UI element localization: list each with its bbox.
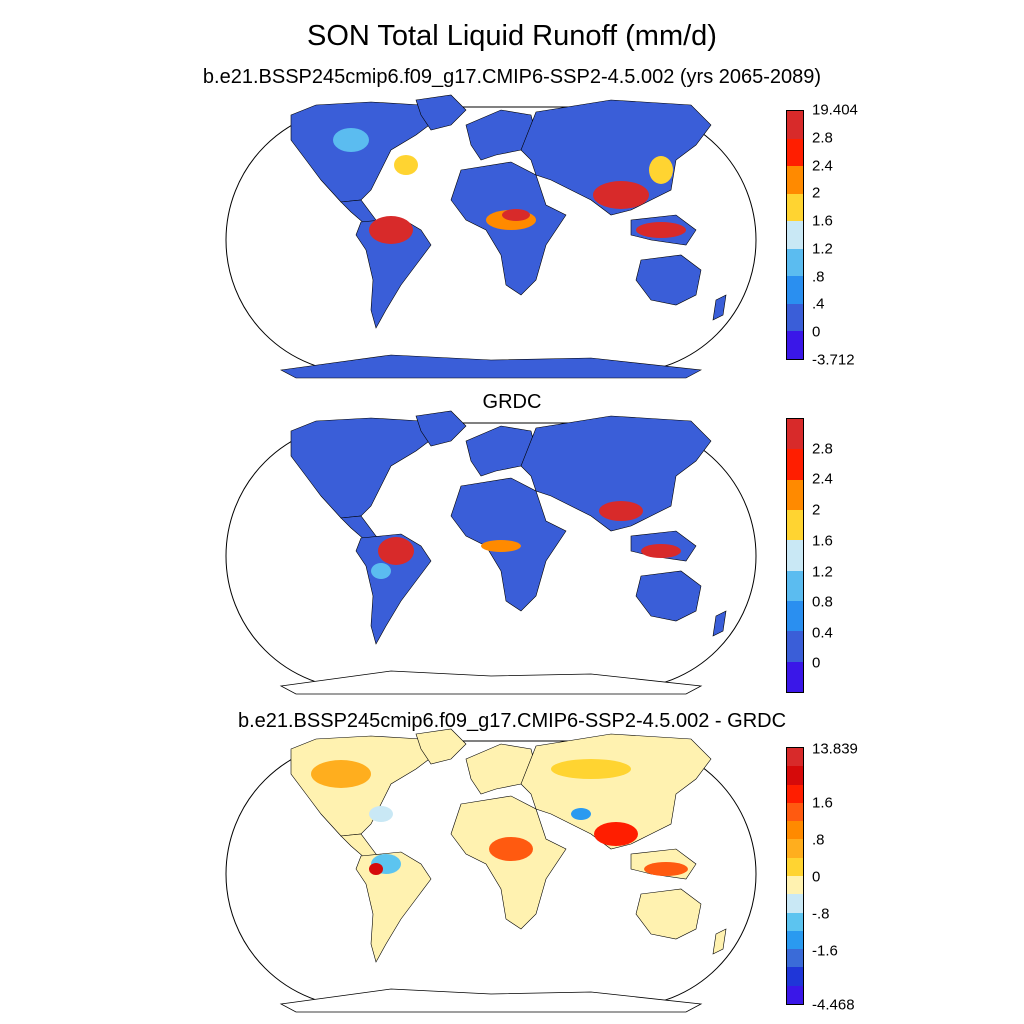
- colorbar-label: 2.8: [812, 440, 833, 458]
- panel2-title: GRDC: [482, 391, 542, 413]
- difference-patch: [369, 863, 383, 875]
- colorbar-swatch: [787, 949, 803, 968]
- colorbar-label: .4: [812, 295, 825, 313]
- colorbar-swatch: [787, 419, 803, 450]
- colorbar-label: 0.8: [812, 593, 833, 611]
- difference-patch: [369, 806, 393, 822]
- map-panel-1: [225, 94, 757, 379]
- colorbar-swatch: [787, 894, 803, 913]
- colorbar-swatch: [787, 930, 803, 950]
- colorbar-label: -3.712: [812, 351, 855, 369]
- difference-patch: [311, 760, 371, 788]
- colorbar-swatch: [787, 193, 803, 222]
- colorbar-label: 2.4: [812, 470, 833, 488]
- colorbar-label: 2: [812, 501, 821, 519]
- colorbar-swatch: [787, 540, 803, 571]
- colorbar-label: 2.4: [812, 157, 833, 175]
- colorbar-swatch: [787, 111, 803, 139]
- colorbar-swatch: [787, 967, 803, 986]
- colorbar-swatch: [787, 985, 803, 1004]
- runoff-hotspot: [502, 209, 530, 221]
- difference-patch: [594, 822, 638, 846]
- colorbar-swatch: [787, 839, 803, 858]
- difference-patch: [551, 759, 631, 779]
- colorbar-swatch: [787, 875, 803, 895]
- runoff-hotspot: [649, 156, 673, 184]
- colorbar-swatch: [787, 600, 803, 632]
- colorbar-label: 0.4: [812, 624, 833, 642]
- runoff-hotspot: [481, 540, 521, 552]
- colorbar-label: 1.2: [812, 240, 833, 258]
- colorbar-swatch: [787, 449, 803, 480]
- colorbar-panel-2: [786, 418, 804, 693]
- colorbar-swatch: [787, 138, 803, 167]
- colorbar-swatch: [787, 766, 803, 785]
- colorbar-swatch: [787, 303, 803, 332]
- panel1-title: b.e21.BSSP245cmip6.f09_g17.CMIP6-SSP2-4.…: [202, 66, 822, 88]
- colorbar-swatch: [787, 166, 803, 194]
- colorbar-swatch: [787, 784, 803, 803]
- difference-patch: [489, 837, 533, 861]
- colorbar-label: 1.2: [812, 563, 833, 581]
- colorbar-swatch: [787, 248, 803, 277]
- runoff-hotspot: [333, 128, 369, 152]
- runoff-hotspot: [394, 155, 418, 175]
- colorbar-swatch: [787, 912, 803, 931]
- runoff-hotspot: [599, 501, 643, 521]
- colorbar-swatch: [787, 857, 803, 876]
- colorbar-label: 0: [812, 654, 821, 672]
- colorbar-swatch: [787, 661, 803, 692]
- map-panel-2: [225, 410, 757, 695]
- colorbar-swatch: [787, 748, 803, 767]
- runoff-hotspot: [641, 544, 681, 558]
- panel3-title: b.e21.BSSP245cmip6.f09_g17.CMIP6-SSP2-4.…: [237, 710, 787, 732]
- colorbar-label: .8: [812, 268, 825, 286]
- runoff-hotspot: [636, 222, 686, 238]
- runoff-hotspot: [378, 537, 414, 565]
- colorbar-swatch: [787, 479, 803, 510]
- colorbar-swatch: [787, 276, 803, 304]
- colorbar-label: 1.6: [812, 532, 833, 550]
- colorbar-label: 2: [812, 184, 821, 202]
- colorbar-label: 2.8: [812, 129, 833, 147]
- colorbar-label: 13.839: [812, 740, 858, 758]
- colorbar-swatch: [787, 631, 803, 662]
- colorbar-label: 0: [812, 323, 821, 341]
- colorbar-swatch: [787, 221, 803, 249]
- colorbar-label: 1.6: [812, 794, 833, 812]
- colorbar-label: -1.6: [812, 942, 838, 960]
- colorbar-label: 0: [812, 868, 821, 886]
- colorbar-swatch: [787, 570, 803, 601]
- colorbar-swatch: [787, 821, 803, 840]
- runoff-hotspot: [593, 181, 649, 209]
- colorbar-swatch: [787, 509, 803, 541]
- runoff-hotspot: [371, 563, 391, 579]
- colorbar-label: .8: [812, 831, 825, 849]
- colorbar-panel-1: [786, 110, 804, 360]
- colorbar-label: 19.404: [812, 101, 858, 119]
- map-panel-3: [225, 728, 757, 1013]
- difference-patch: [571, 808, 591, 820]
- difference-patch: [644, 862, 688, 876]
- colorbar-label: -.8: [812, 905, 830, 923]
- colorbar-label: 1.6: [812, 212, 833, 230]
- colorbar-label: -4.468: [812, 996, 855, 1014]
- runoff-hotspot: [369, 216, 413, 244]
- figure-title: SON Total Liquid Runoff (mm/d): [307, 20, 717, 52]
- colorbar-swatch: [787, 331, 803, 359]
- colorbar-panel-3: [786, 747, 804, 1005]
- colorbar-swatch: [787, 802, 803, 822]
